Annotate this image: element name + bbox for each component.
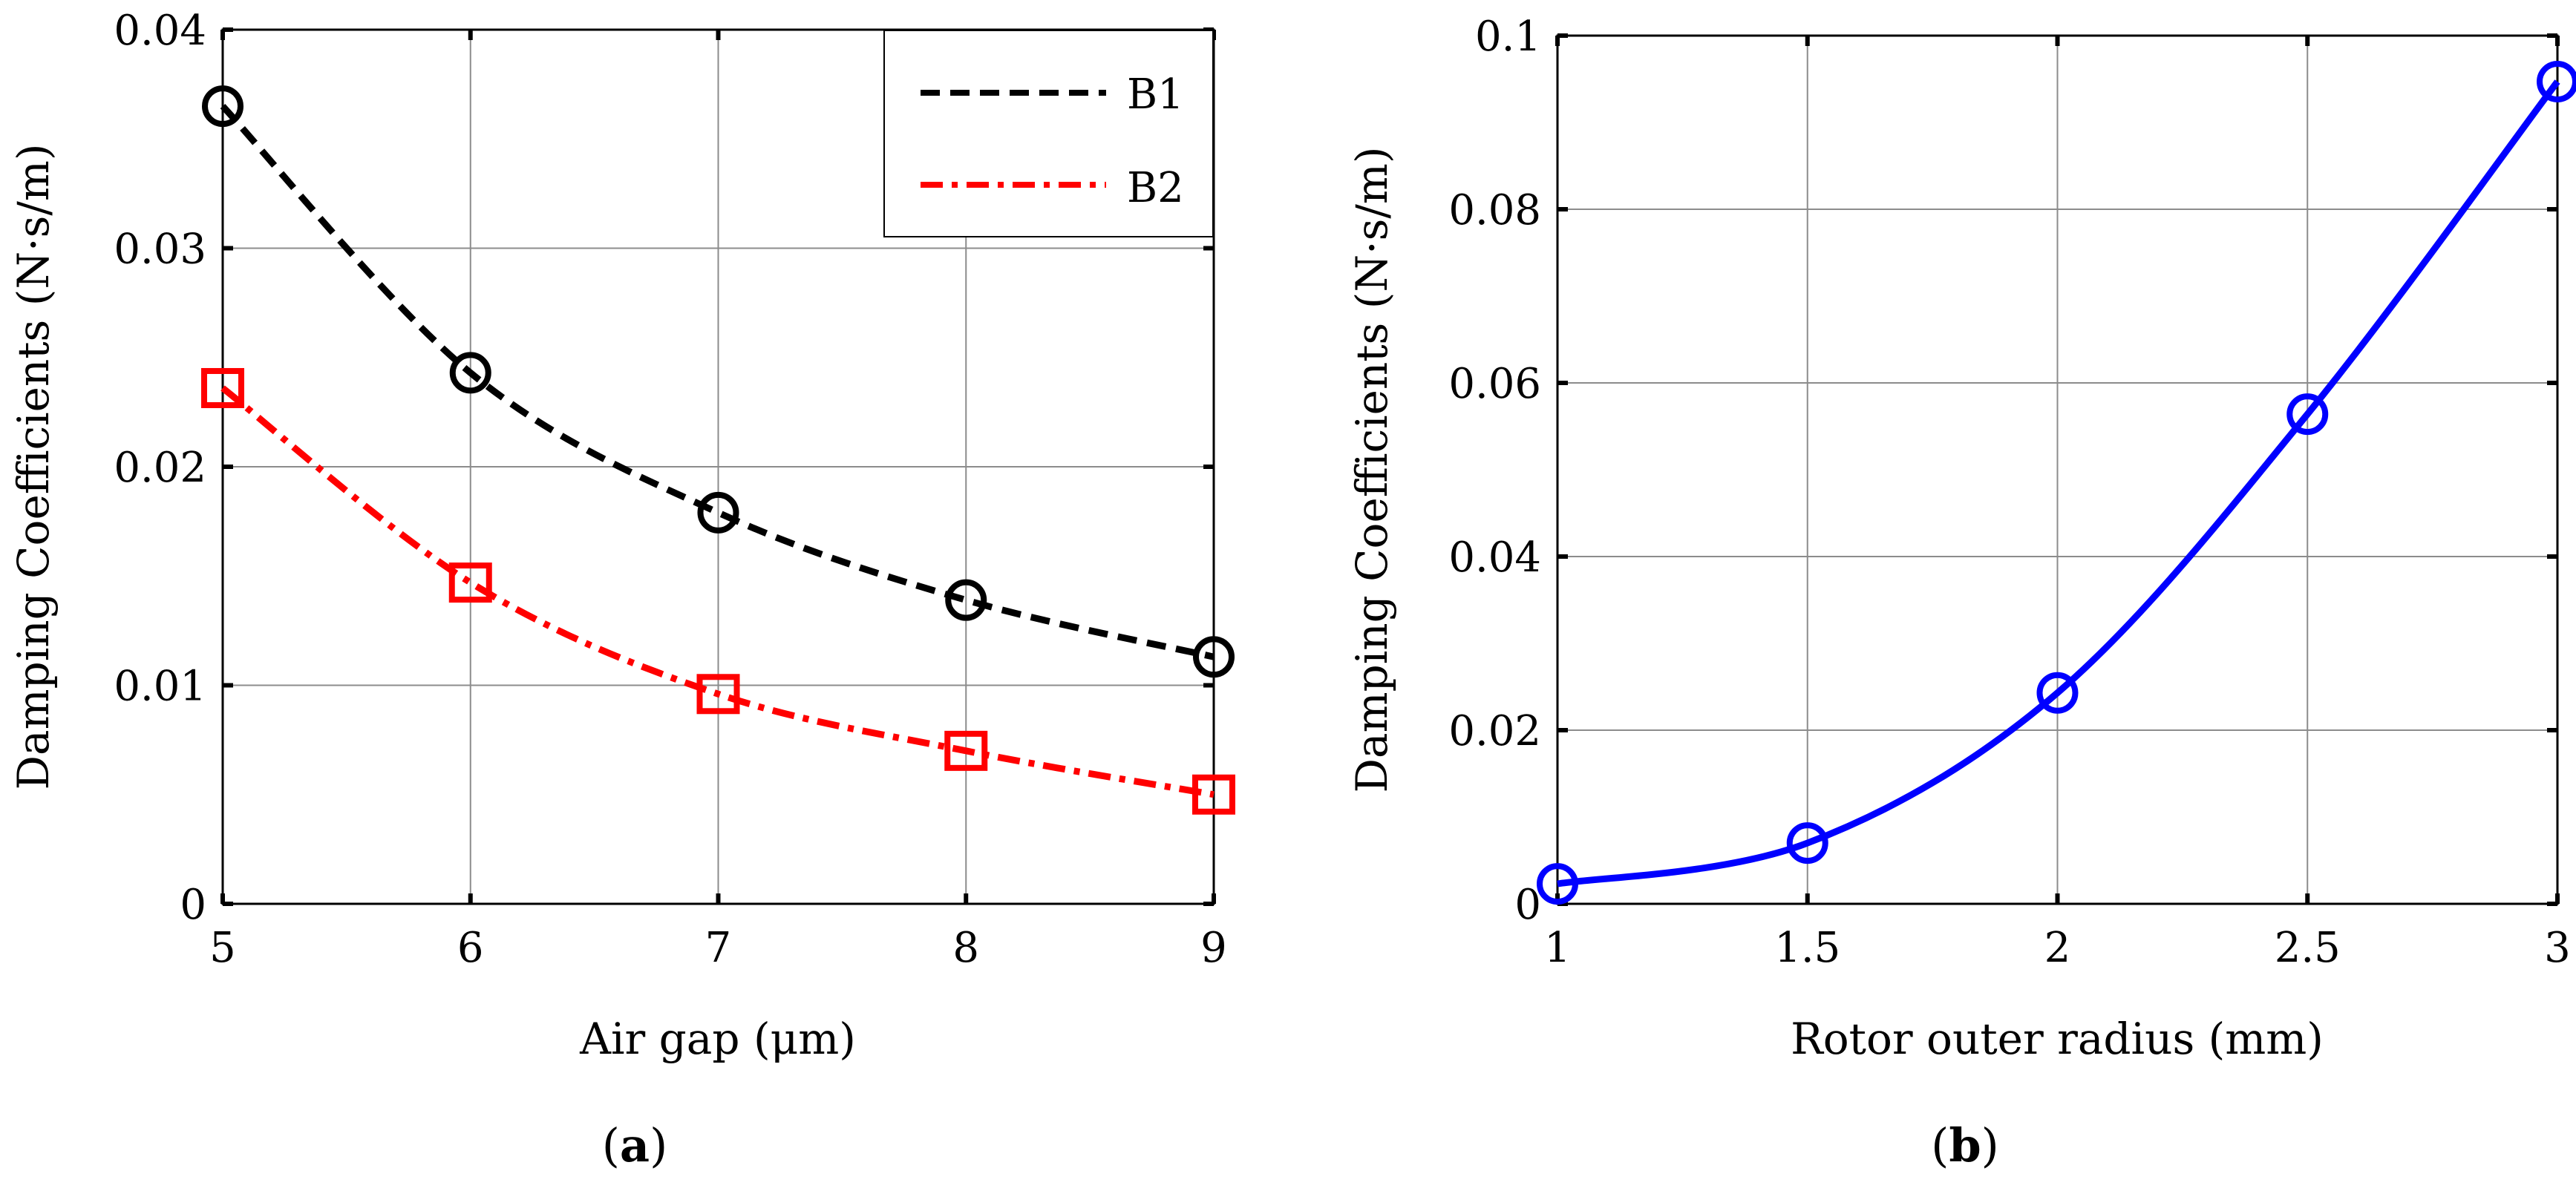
panel-b-series bbox=[1537, 61, 2576, 905]
data-point-damping-coefficient bbox=[2036, 672, 2079, 714]
legend-b2-label: B2 bbox=[1127, 164, 1184, 212]
x-tick-label: 1.5 bbox=[1774, 924, 1840, 972]
panel-a-x-tick-labels: 5 6 7 8 9 bbox=[209, 924, 1227, 972]
panel-b-ticks bbox=[1555, 33, 2560, 906]
panel-b-x-axis-label: Rotor outer radius (mm) bbox=[1791, 1014, 2324, 1064]
y-tick-label: 0.06 bbox=[1448, 360, 1541, 408]
x-tick-label: 7 bbox=[705, 924, 732, 972]
data-point-b2 bbox=[696, 674, 740, 715]
panel-a-caption-letter: a bbox=[620, 1118, 650, 1172]
panel-a-y-axis-label: Damping Coefficients (N·s/m) bbox=[8, 143, 59, 790]
panel-b-caption-letter: b bbox=[1949, 1118, 1981, 1172]
x-tick-label: 8 bbox=[952, 924, 979, 972]
data-point-damping-coefficient bbox=[1786, 822, 1828, 864]
x-tick-label: 6 bbox=[457, 924, 484, 972]
series-line-b2 bbox=[220, 385, 1215, 798]
data-point-damping-coefficient bbox=[2537, 61, 2576, 103]
legend-b1-label: B1 bbox=[1127, 70, 1184, 119]
data-point-b2 bbox=[1192, 774, 1235, 815]
panel-a-chart: 0 0.01 0.02 0.03 0.04 5 6 7 8 9 B1 B2 Air gap (μ… bbox=[8, 7, 1235, 1172]
x-tick-label: 2 bbox=[2044, 924, 2071, 972]
y-tick-label: 0.04 bbox=[114, 7, 206, 55]
y-tick-label: 0.02 bbox=[1448, 707, 1541, 755]
panel-b-gridlines bbox=[1557, 35, 2558, 905]
panel-a-caption: (a) bbox=[602, 1118, 668, 1172]
x-tick-label: 2.5 bbox=[2275, 924, 2341, 972]
panel-a-x-axis-label: Air gap (μm) bbox=[579, 1014, 856, 1064]
y-tick-label: 0.02 bbox=[114, 444, 206, 492]
y-tick-label: 0.04 bbox=[1448, 534, 1541, 582]
data-point-b1 bbox=[697, 491, 739, 534]
panel-a-legend: B1 B2 bbox=[883, 30, 1214, 237]
panel-b-y-tick-labels: 0 0.02 0.04 0.06 0.08 0.1 bbox=[1448, 13, 1541, 929]
panel-b-chart: 0 0.02 0.04 0.06 0.08 0.1 1 1.5 2 2.5 3 Rotor out… bbox=[1347, 13, 2576, 1172]
data-point-b2 bbox=[448, 562, 492, 603]
y-tick-label: 0.1 bbox=[1475, 13, 1541, 61]
data-point-b1 bbox=[449, 352, 491, 394]
y-tick-label: 0.08 bbox=[1448, 186, 1541, 234]
x-tick-label: 9 bbox=[1200, 924, 1227, 972]
panel-b-y-axis-label: Damping Coefficients (N·s/m) bbox=[1347, 146, 1397, 793]
data-point-damping-coefficient bbox=[1537, 863, 1578, 905]
panel-a-series bbox=[201, 85, 1235, 815]
y-tick-label: 0 bbox=[1514, 881, 1541, 929]
y-tick-label: 0.01 bbox=[114, 663, 206, 711]
x-tick-label: 3 bbox=[2544, 924, 2571, 972]
y-tick-label: 0.03 bbox=[114, 226, 206, 274]
panel-b-caption: (b) bbox=[1931, 1118, 1999, 1172]
x-tick-label: 1 bbox=[1544, 924, 1571, 972]
data-point-b1 bbox=[202, 85, 243, 128]
data-point-b1 bbox=[945, 579, 987, 621]
panel-a-legend-box bbox=[883, 30, 1214, 237]
data-point-b2 bbox=[944, 730, 988, 771]
x-tick-label: 5 bbox=[209, 924, 236, 972]
panel-b-x-tick-labels: 1 1.5 2 2.5 3 bbox=[1544, 924, 2571, 972]
data-point-b1 bbox=[1193, 636, 1235, 678]
series-line-damping-coefficient bbox=[1557, 79, 2560, 887]
data-point-b2 bbox=[201, 367, 244, 408]
data-point-damping-coefficient bbox=[2286, 393, 2329, 436]
y-tick-label: 0 bbox=[180, 881, 206, 929]
panel-a-y-tick-labels: 0 0.01 0.02 0.03 0.04 bbox=[114, 7, 206, 929]
